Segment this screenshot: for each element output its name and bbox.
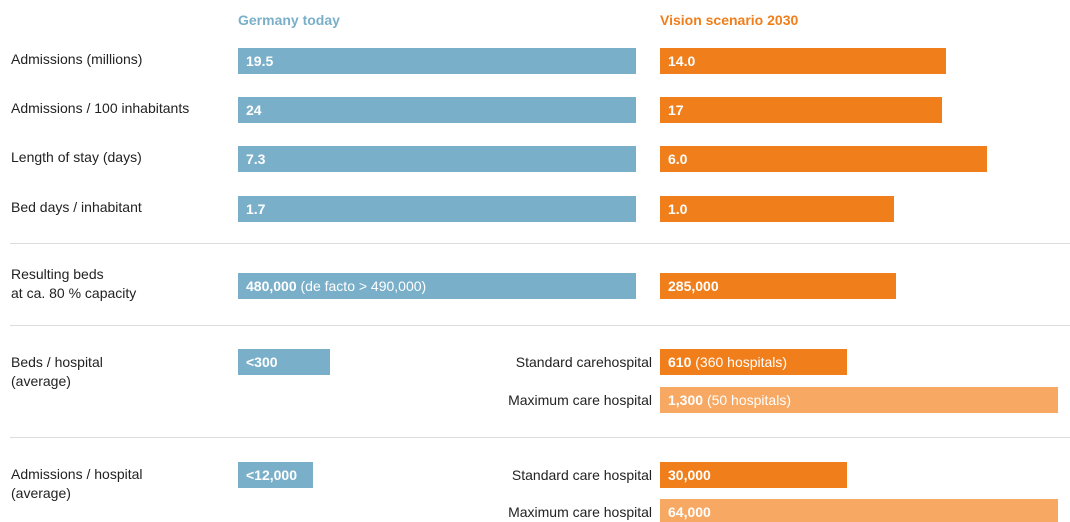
bar-vision: 1,300 (50 hospitals) (660, 387, 1058, 413)
bar-today: 24 (238, 97, 636, 123)
bar-value: 14.0 (668, 53, 696, 69)
bar-today: 1.7 (238, 196, 636, 222)
row-label: Bed days / inhabitant (11, 199, 142, 215)
bar-text: 24 (238, 97, 636, 123)
bar-vision: 64,000 (660, 499, 1058, 522)
bar-vision: 30,000 (660, 462, 847, 488)
separator (10, 437, 1070, 438)
bar-text: <300 (238, 349, 330, 375)
bar-value: 24 (246, 102, 262, 118)
bar-value: 19.5 (246, 53, 274, 69)
bar-sublabel: Maximum care hospital (508, 504, 652, 520)
bar-text: <12,000 (238, 462, 313, 488)
bar-sublabel: Standard carehospital (515, 354, 652, 370)
bar-text: 17 (660, 97, 942, 123)
row-label: at ca. 80 % capacity (11, 285, 137, 301)
bar-text: 64,000 (660, 499, 1058, 522)
bar-value: <12,000 (246, 467, 297, 483)
bar-note: (50 hospitals) (706, 392, 791, 408)
bar-value: 6.0 (668, 151, 688, 167)
separator (10, 243, 1070, 244)
bar-today: <12,000 (238, 462, 313, 488)
bar-text: 14.0 (660, 48, 946, 74)
bar-value: 1.0 (668, 201, 688, 217)
bar-value: 610 (668, 354, 692, 370)
row-label: (average) (11, 373, 71, 389)
bar-vision: 17 (660, 97, 942, 123)
row-label: Resulting beds (11, 266, 104, 282)
bar-today: 19.5 (238, 48, 636, 74)
bar-value: 17 (668, 102, 684, 118)
bar-today: 7.3 (238, 146, 636, 172)
row-label: Length of stay (days) (11, 149, 142, 165)
bar-text: 1.7 (238, 196, 636, 222)
bar-value: 7.3 (246, 151, 266, 167)
bar-vision: 285,000 (660, 273, 897, 299)
bar-vision: 610 (360 hospitals) (660, 349, 847, 375)
row-label: (average) (11, 485, 71, 501)
bar-text: 285,000 (660, 273, 896, 299)
bar-today: <300 (238, 349, 330, 375)
bar-vision: 6.0 (660, 146, 988, 172)
bar-text: 610 (360 hospitals) (660, 349, 847, 375)
bar-text: 7.3 (238, 146, 636, 172)
header-today: Germany today (238, 12, 340, 28)
row-label: Admissions / hospital (11, 466, 143, 482)
bar-today: 480,000 (de facto > 490,000) (238, 273, 636, 299)
row-label: Beds / hospital (11, 354, 103, 370)
bar-value: 64,000 (668, 504, 711, 520)
row-label: Admissions (millions) (11, 51, 143, 67)
bar-value: 30,000 (668, 467, 711, 483)
bar-value: 1.7 (246, 201, 266, 217)
bar-sublabel: Maximum care hospital (508, 392, 652, 408)
bar-sublabel: Standard care hospital (511, 467, 652, 483)
bar-text: 1.0 (660, 196, 894, 222)
bar-text: 480,000 (de facto > 490,000) (238, 273, 636, 299)
separator (10, 325, 1070, 326)
bar-value: 1,300 (668, 392, 704, 408)
bar-note: (360 hospitals) (695, 354, 788, 370)
row-label: Admissions / 100 inhabitants (11, 100, 190, 116)
bar-value: 285,000 (668, 278, 719, 294)
bar-vision: 1.0 (660, 196, 895, 222)
bar-text: 30,000 (660, 462, 847, 488)
header-vision: Vision scenario 2030 (660, 12, 799, 28)
bar-value: <300 (246, 354, 278, 370)
bar-text: 6.0 (660, 146, 987, 172)
bar-value: 480,000 (246, 278, 297, 294)
bar-text: 19.5 (238, 48, 636, 74)
bar-text: 1,300 (50 hospitals) (660, 387, 1058, 413)
bar-note: (de facto > 490,000) (300, 278, 427, 294)
bar-vision: 14.0 (660, 48, 946, 74)
